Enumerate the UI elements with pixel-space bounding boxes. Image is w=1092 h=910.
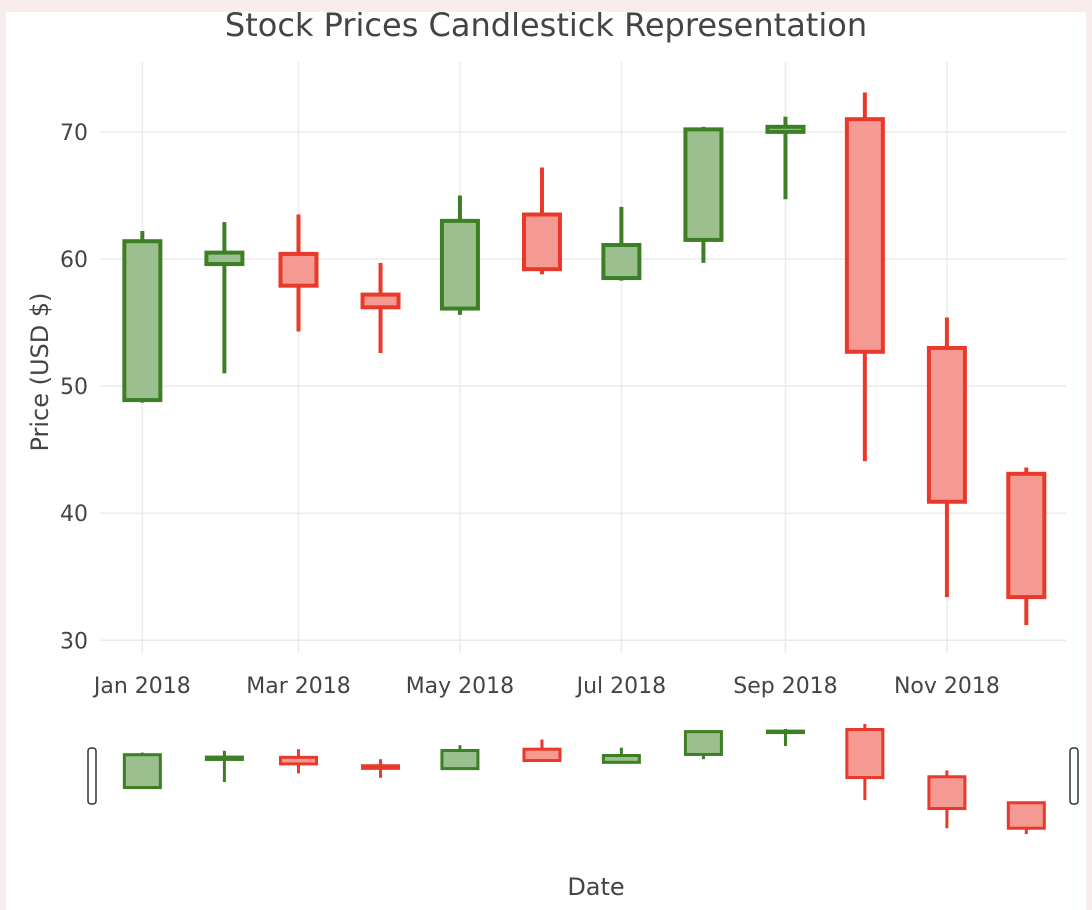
candle (521, 167, 562, 275)
y-tick-label: 50 (60, 375, 88, 400)
candle-body (122, 239, 163, 403)
candle-mini (278, 749, 318, 774)
x-tick-label: Jul 2018 (575, 674, 667, 699)
x-tick-label: May 2018 (406, 674, 514, 699)
candle-body (683, 730, 723, 756)
candle-body (360, 292, 401, 310)
x-tick-label: Sep 2018 (733, 674, 837, 699)
candle-mini (601, 747, 641, 764)
y-tick-label: 60 (60, 248, 88, 273)
candle-body (440, 749, 480, 771)
candle (683, 126, 724, 263)
candle (601, 206, 642, 281)
candle-body (926, 345, 967, 504)
y-tick-label: 30 (60, 629, 88, 654)
candle-mini (204, 750, 244, 783)
candle-body (1006, 801, 1046, 830)
candle-body (439, 218, 480, 311)
candle-body (1006, 471, 1047, 600)
x-axis-ticks: Jan 2018 Mar 2018 May 2018 Jul 2018 Sep 2018… (92, 674, 1000, 699)
candle (278, 214, 319, 332)
y-tick-label: 40 (60, 502, 88, 527)
candle (204, 222, 245, 374)
chart-container: Stock Prices Candlestick Representation … (6, 12, 1086, 910)
candle (360, 262, 401, 354)
candle-body (927, 775, 967, 811)
y-axis-ticks: 30 40 50 60 70 (60, 121, 88, 654)
candle-mini (522, 739, 562, 762)
range-slider[interactable] (87, 724, 1079, 834)
candle-mini (440, 745, 480, 771)
range-slider-handle-left[interactable] (87, 747, 97, 805)
candle (844, 92, 885, 462)
candle (765, 116, 806, 200)
candle-mini (683, 730, 723, 760)
candle-body (601, 754, 641, 764)
candle-body (765, 729, 805, 735)
gridlines (100, 62, 1066, 653)
y-axis-title: Price (USD $) (26, 292, 54, 451)
candle-mini (1006, 801, 1046, 834)
candle-body (601, 243, 642, 281)
candle-body (845, 728, 885, 780)
candle-body (683, 127, 724, 242)
x-tick-label: Jan 2018 (92, 674, 191, 699)
candle-body (844, 117, 885, 354)
candle-mini (122, 752, 162, 790)
candle-body (361, 764, 401, 770)
candle-mini (765, 728, 805, 747)
candle-body (122, 753, 162, 790)
range-slider-handle-right[interactable] (1069, 747, 1079, 805)
x-tick-label: Nov 2018 (894, 674, 1000, 699)
candles (122, 92, 1047, 626)
candle-body (765, 124, 806, 134)
candle-body (522, 747, 562, 762)
candle-body (204, 755, 244, 761)
candle (926, 317, 967, 598)
x-tick-label: Mar 2018 (246, 674, 351, 699)
candle-body (278, 251, 319, 288)
candle-mini (927, 770, 967, 829)
candle (439, 195, 480, 315)
candle-body (521, 212, 562, 272)
candle-mini (845, 724, 885, 801)
candlestick-chart: Stock Prices Candlestick Representation … (26, 12, 1079, 901)
candle (1006, 467, 1047, 626)
chart-title: Stock Prices Candlestick Representation (225, 12, 867, 44)
candle-body (278, 755, 318, 766)
y-tick-label: 70 (60, 121, 88, 146)
candle-mini (361, 759, 401, 778)
candle (122, 231, 163, 403)
candle-body (204, 250, 245, 267)
x-axis-title: Date (567, 873, 624, 901)
